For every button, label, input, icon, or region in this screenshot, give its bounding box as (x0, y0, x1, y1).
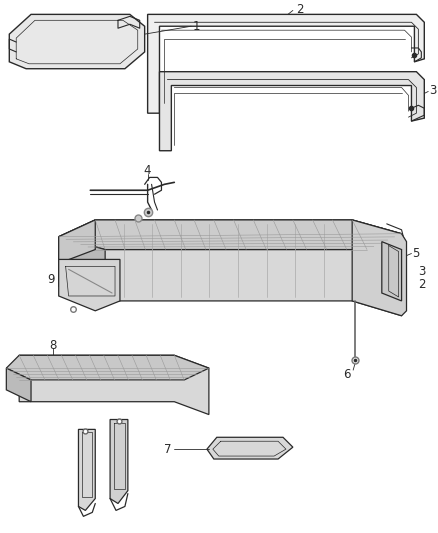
Polygon shape (19, 356, 209, 415)
Text: 8: 8 (49, 339, 57, 352)
Text: 2: 2 (418, 278, 426, 290)
Polygon shape (352, 220, 406, 316)
Polygon shape (59, 220, 402, 249)
Polygon shape (78, 430, 95, 511)
Polygon shape (59, 220, 402, 316)
Text: 2: 2 (296, 3, 304, 16)
Polygon shape (59, 237, 105, 276)
Text: 3: 3 (429, 84, 437, 97)
Polygon shape (382, 241, 402, 301)
Polygon shape (207, 437, 293, 459)
Polygon shape (59, 263, 105, 301)
Text: 5: 5 (413, 247, 420, 260)
Polygon shape (59, 260, 120, 311)
Text: 1: 1 (193, 20, 201, 33)
Polygon shape (59, 220, 95, 263)
Text: 4: 4 (144, 164, 151, 177)
Text: 7: 7 (164, 442, 171, 456)
Polygon shape (159, 71, 424, 151)
Text: 9: 9 (47, 273, 55, 286)
Polygon shape (110, 419, 128, 504)
Polygon shape (148, 14, 424, 113)
Polygon shape (6, 356, 209, 380)
Text: 6: 6 (343, 368, 351, 381)
Polygon shape (6, 368, 31, 402)
Text: 3: 3 (418, 265, 426, 278)
Polygon shape (9, 14, 145, 69)
